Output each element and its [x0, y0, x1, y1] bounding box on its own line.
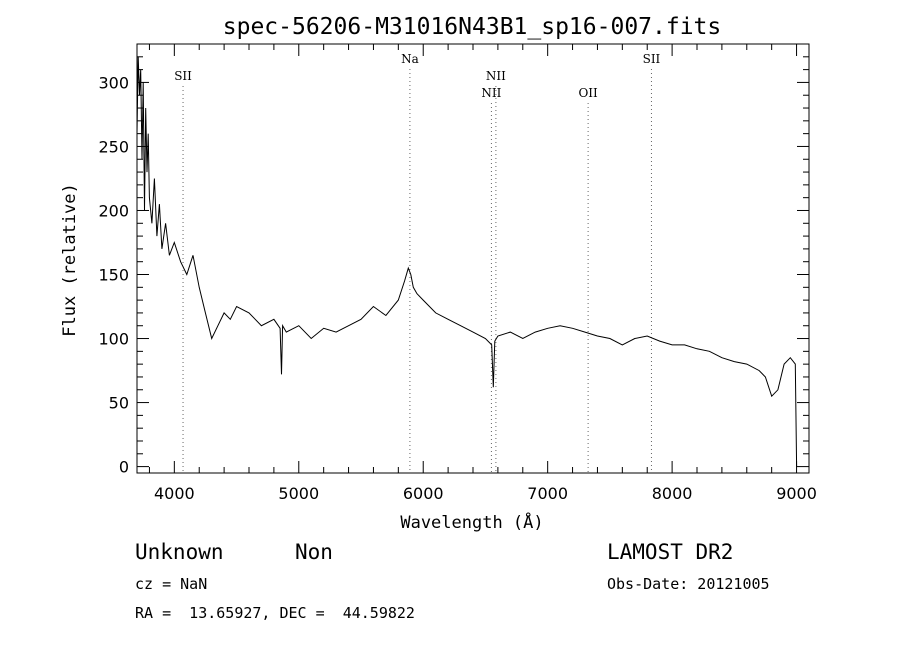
- line-marker-label: NII: [481, 86, 501, 100]
- x-tick-label: 6000: [403, 484, 444, 503]
- y-tick-label: 250: [98, 137, 129, 156]
- y-tick-label: 100: [98, 330, 129, 349]
- y-axis-label: Flux (relative): [60, 183, 80, 337]
- coordinates: RA = 13.65927, DEC = 44.59822: [135, 604, 415, 622]
- line-marker-label: SII: [174, 69, 192, 83]
- x-axis-label: Wavelength (Å): [400, 511, 543, 533]
- axis-ticks: 4000 5000 6000 7000 8000 9000 0 50 100 150 200 250 3…: [98, 44, 817, 503]
- y-tick-label: 300: [98, 73, 129, 92]
- x-tick-label: 7000: [527, 484, 568, 503]
- y-tick-label: 150: [98, 266, 129, 285]
- x-tick-label: 8000: [652, 484, 693, 503]
- observation-date: Obs-Date: 20121005: [607, 575, 770, 593]
- x-tick-label: 9000: [776, 484, 817, 503]
- x-tick-label: 4000: [154, 484, 195, 503]
- line-marker-label: OII: [578, 86, 598, 100]
- x-tick-label: 5000: [278, 484, 319, 503]
- line-marker-label: NII: [486, 69, 506, 83]
- survey-name: LAMOST DR2: [607, 540, 734, 564]
- y-tick-label: 200: [98, 201, 129, 220]
- line-markers: SII Na NII NII OII SII: [174, 52, 661, 473]
- line-marker-label: Na: [401, 52, 419, 66]
- line-marker-label: SII: [643, 52, 661, 66]
- object-subclass: Non: [295, 540, 333, 564]
- plot-frame: [136, 43, 810, 474]
- y-tick-label: 0: [119, 458, 129, 477]
- object-class: Unknown: [135, 540, 224, 564]
- y-tick-label: 50: [109, 394, 129, 413]
- spectrum-series-line: [136, 56, 798, 467]
- redshift-cz: cz = NaN: [135, 575, 208, 593]
- chart-title: spec-56206-M31016N43B1_sp16-007.fits: [223, 14, 722, 40]
